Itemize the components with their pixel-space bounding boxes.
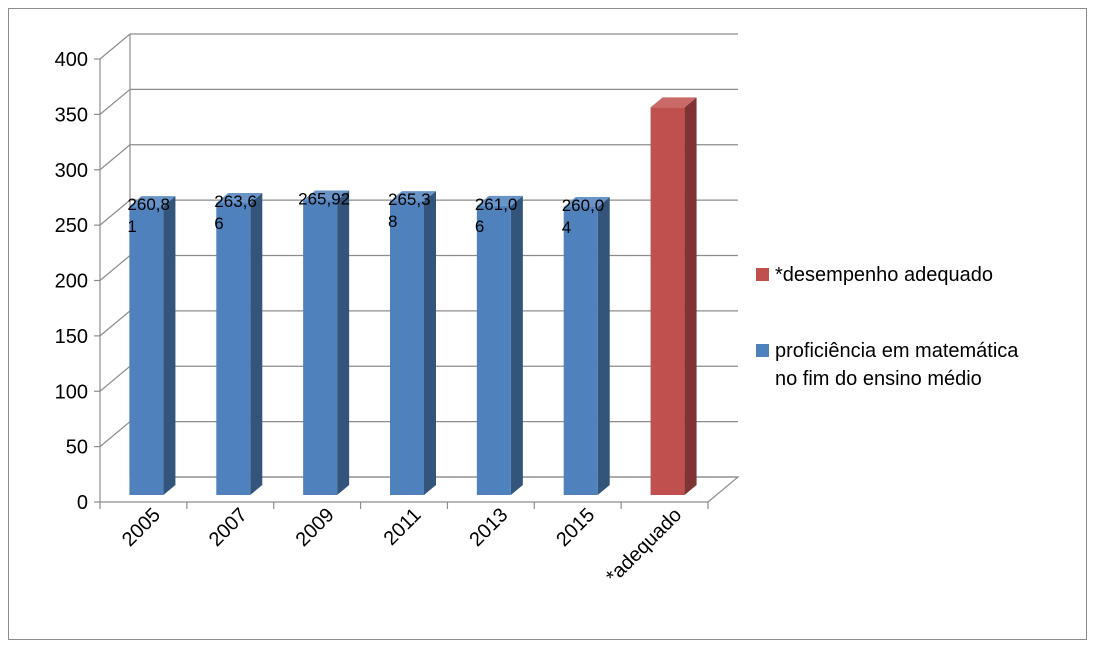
x-tick-label-2011: 2011 [380, 504, 426, 550]
data-label-line: 1 [127, 217, 136, 236]
y-tick-label-350: 350 [55, 104, 88, 126]
bar-2005: 260,81 [127, 195, 176, 495]
y-tick-label-50: 50 [66, 437, 88, 459]
y-axis: 0 50 100 150 200 250 300 350 400 [55, 49, 101, 514]
data-label-2005: 260,81 [127, 195, 170, 236]
bar-top-2007 [216, 192, 263, 203]
legend: *desempenho adequado proficiência em mate… [756, 264, 1019, 390]
bar-side-2011 [424, 191, 436, 495]
y-tick-label-0: 0 [77, 492, 88, 514]
bar-front-*adequado [650, 107, 685, 495]
bar-top-*adequado [650, 97, 697, 108]
data-label-2015: 260,04 [562, 196, 605, 237]
data-label-line: 260,8 [127, 195, 170, 214]
x-tick-label-2005: 2005 [118, 504, 165, 551]
bar-2015: 260,04 [562, 196, 610, 495]
legend-item-1: *desempenho adequado [756, 264, 993, 286]
y-tick-label-150: 150 [55, 326, 88, 348]
data-label-line: 6 [475, 217, 484, 236]
data-label-line: 261,0 [475, 195, 518, 214]
data-label-2007: 263,66 [214, 192, 257, 233]
bar-2011: 265,38 [388, 190, 436, 495]
bar-front-2005 [129, 206, 164, 495]
y-tick-label-400: 400 [55, 49, 88, 71]
legend-swatch [756, 344, 769, 357]
x-tick-label-*adequado: *adequado [602, 504, 686, 588]
legend-swatch [756, 268, 769, 281]
bar-side-2009 [337, 190, 350, 496]
bar-top-2009 [303, 190, 350, 201]
bar-side-2015 [597, 197, 610, 495]
data-label-line: 265,3 [388, 190, 431, 209]
bar-top-2015 [563, 197, 610, 208]
bar-2007: 263,66 [214, 192, 263, 495]
x-tick-label-2009: 2009 [292, 504, 339, 551]
bar-side-2007 [250, 192, 263, 495]
bar-side-2005 [163, 196, 176, 495]
x-tick-label-2015: 2015 [552, 504, 599, 551]
bar-2009: 265,92 [298, 189, 350, 496]
legend-label: no fim do ensino médio [775, 368, 982, 390]
y-tick-label-100: 100 [55, 381, 88, 403]
data-label-line: 8 [388, 212, 397, 231]
bar-*adequado [650, 97, 697, 495]
bar-top-2013 [476, 195, 523, 206]
gridline-diagonal-400 [99, 33, 131, 60]
bar-2013: 261,06 [475, 195, 523, 496]
y-tick-label-200: 200 [55, 271, 88, 293]
gridline-diagonal-350 [99, 88, 131, 115]
bar-front-2013 [476, 205, 511, 496]
gridline-diagonal-50 [99, 421, 131, 448]
y-tick-label-250: 250 [55, 215, 88, 237]
gridline-diagonal-150 [99, 310, 131, 337]
data-label-line: 4 [562, 218, 571, 237]
data-label-line: 265,92 [298, 189, 350, 208]
x-tick-label-2007: 2007 [205, 504, 252, 551]
bar-top-2005 [129, 196, 176, 207]
y-tick-label-300: 300 [55, 160, 88, 182]
bar-front-2015 [563, 207, 598, 495]
legend-label: *desempenho adequado [775, 264, 993, 286]
bar-front-2007 [216, 202, 251, 495]
bar-side-*adequado [684, 97, 697, 495]
legend-label: proficiência em matemática [775, 340, 1019, 362]
bar-front-2011 [390, 201, 424, 495]
bar-side-2013 [510, 195, 523, 496]
gridline-diagonal-250 [99, 199, 131, 226]
gridline-diagonal-300 [99, 144, 131, 171]
bar-top-2011 [390, 191, 436, 202]
data-label-2013: 261,06 [475, 195, 518, 236]
legend-item-0: proficiência em matemática no fim do ensi… [756, 340, 1019, 390]
bar-front-2009 [303, 200, 338, 496]
x-tick-label-2013: 2013 [465, 504, 512, 551]
gridline-diagonal-200 [99, 255, 131, 281]
data-label-2009: 265,92 [298, 189, 350, 208]
data-label-line: 263,6 [214, 192, 257, 211]
chart-frame [8, 8, 1087, 640]
data-label-line: 260,0 [562, 196, 605, 215]
data-label-2011: 265,38 [388, 190, 431, 231]
x-axis: 2005 2007 2009 2011 2013 2015 *adequado [99, 502, 709, 588]
gridline-diagonal-100 [99, 365, 131, 392]
data-label-line: 6 [214, 214, 223, 233]
